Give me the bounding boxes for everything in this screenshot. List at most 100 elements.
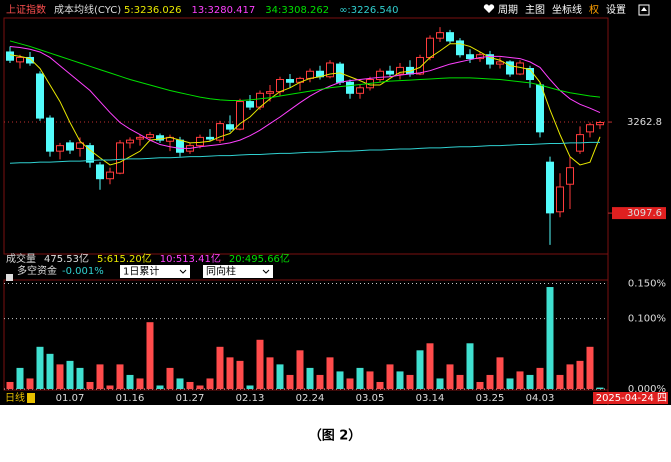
- bar: [166, 367, 174, 389]
- bar: [176, 378, 184, 389]
- candle-body: [156, 135, 164, 141]
- candle-body: [6, 51, 14, 61]
- candle-body: [556, 186, 564, 213]
- candle-body: [306, 70, 314, 79]
- candle-body: [226, 124, 234, 130]
- x-tick-label: 01.07: [56, 393, 85, 404]
- bar: [16, 367, 24, 389]
- bar: [266, 357, 274, 389]
- toolbar-item[interactable]: 主图: [525, 4, 545, 16]
- volume-info: 10:513.41亿: [160, 252, 221, 265]
- candle-body: [466, 54, 474, 60]
- candle-body: [486, 54, 494, 65]
- y-tick-label: 0.000%: [628, 384, 666, 395]
- bar: [286, 374, 294, 389]
- candle-body: [266, 91, 274, 94]
- candle-body: [536, 84, 544, 133]
- ma-line: [9, 45, 601, 149]
- volume-info: 20:495.66亿: [229, 252, 290, 265]
- favorite-icon[interactable]: [483, 4, 495, 14]
- candle-body: [116, 142, 124, 174]
- candle-body: [506, 61, 514, 75]
- candle-body: [346, 81, 354, 94]
- candle-body: [546, 161, 554, 214]
- bar: [496, 357, 504, 389]
- bar: [346, 378, 354, 389]
- volume-info: 475.53亿: [44, 252, 89, 265]
- bar: [156, 385, 164, 389]
- collapse-button[interactable]: [638, 4, 650, 16]
- dropdown-label[interactable]: 1日累计: [123, 265, 159, 278]
- volume-info: 成交量: [6, 252, 36, 265]
- candle-body: [206, 136, 214, 140]
- ma-line: [9, 43, 601, 166]
- candle-body: [176, 139, 184, 153]
- bar: [406, 374, 414, 389]
- bar: [216, 346, 224, 389]
- bar: [116, 364, 124, 389]
- bar: [456, 374, 464, 389]
- candle-body: [246, 101, 254, 108]
- candle-body: [146, 134, 154, 138]
- toolbar-item[interactable]: 设置: [606, 4, 626, 16]
- toolbar-item[interactable]: 坐标线: [552, 3, 582, 16]
- candle-body: [596, 121, 604, 126]
- candle-body: [126, 139, 134, 144]
- bar: [256, 339, 264, 389]
- legend-entry: 34:3308.262: [265, 5, 329, 16]
- bar: [546, 287, 554, 389]
- bar: [516, 371, 524, 389]
- bar: [276, 364, 284, 389]
- bar: [146, 322, 154, 389]
- candle-body: [106, 171, 114, 180]
- dropdown-arrow: [262, 269, 270, 274]
- candle-body: [516, 62, 524, 75]
- x-tick-label: 03.25: [476, 393, 505, 404]
- indicator: 成本均线(CYC): [54, 3, 121, 16]
- symbol: 上证指数: [6, 3, 46, 16]
- bar: [396, 371, 404, 389]
- bar: [376, 381, 384, 389]
- bar: [186, 381, 194, 389]
- bar: [6, 381, 14, 389]
- candle-body: [46, 117, 54, 152]
- candle-body: [386, 70, 394, 75]
- bar: [366, 371, 374, 389]
- toolbar-item[interactable]: 周期: [498, 4, 518, 16]
- candle-body: [426, 37, 434, 58]
- bar: [436, 378, 444, 389]
- candle-body: [436, 32, 444, 39]
- candle-body: [326, 62, 334, 78]
- dropdown-arrow: [179, 269, 187, 274]
- bar: [526, 374, 534, 389]
- period: 日线: [5, 391, 25, 404]
- dropdown-label[interactable]: 同向柱: [206, 265, 236, 278]
- bar: [36, 346, 44, 389]
- bar: [306, 367, 314, 389]
- bar: [96, 364, 104, 389]
- dropdown[interactable]: [203, 265, 273, 278]
- last-date: 2025-04-24 四: [596, 393, 667, 404]
- bar: [586, 346, 594, 389]
- bar: [596, 387, 604, 389]
- collapse-arrow: [641, 7, 647, 11]
- candle-body: [286, 79, 294, 83]
- candle-body: [376, 70, 384, 81]
- bar: [106, 385, 114, 389]
- bar: [136, 378, 144, 389]
- candle-body: [96, 164, 104, 180]
- bar: [296, 350, 304, 389]
- bar: [66, 360, 74, 389]
- dropdown[interactable]: [120, 265, 190, 278]
- bar: [26, 378, 34, 389]
- bar: [246, 385, 254, 389]
- candle-body: [446, 32, 454, 42]
- bar: [236, 360, 244, 389]
- date-box: [593, 392, 668, 404]
- legend-entry: 5:3236.026: [124, 5, 181, 16]
- candle-body: [276, 79, 284, 93]
- x-tick-label: 03.05: [356, 393, 385, 404]
- toolbar-item[interactable]: 权: [589, 3, 599, 16]
